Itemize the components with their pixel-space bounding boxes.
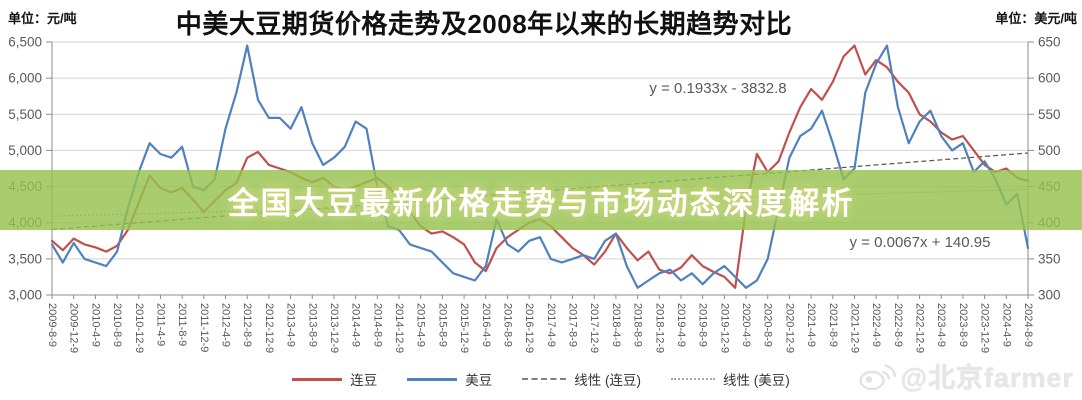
legend-line-sample-trend-meidou xyxy=(671,378,715,380)
x-axis-tick-label: 2012-8-9 xyxy=(241,303,253,347)
y-axis-tick-label-right: 500 xyxy=(1038,143,1061,158)
headline-banner-text: 全国大豆最新价格走势与市场动态深度解析 xyxy=(227,185,855,221)
watermark-text: @北京farmer xyxy=(900,363,1074,393)
x-axis-tick-label: 2017-4-9 xyxy=(545,303,557,347)
x-axis-tick-label: 2016-4-9 xyxy=(480,303,492,347)
x-axis-tick-label: 2017-12-9 xyxy=(588,303,600,353)
legend-item-trend-liandou: 线性 (连豆) xyxy=(522,369,641,389)
legend-line-sample-trend-liandou xyxy=(522,378,567,380)
x-axis-tick-label: 2021-4-9 xyxy=(805,303,817,347)
x-axis-tick-label: 2010-12-9 xyxy=(133,303,145,353)
x-axis-tick-label: 2011-12-9 xyxy=(198,303,210,352)
series-line-meidou xyxy=(50,44,1030,289)
x-axis-tick-label: 2018-4-9 xyxy=(610,303,622,347)
y-axis-tick-label-right: 550 xyxy=(1038,107,1061,122)
x-axis-tick-label: 2015-8-9 xyxy=(436,303,448,347)
y-axis-tick-label-left: 6,000 xyxy=(8,71,42,86)
x-axis-tick-label: 2022-8-9 xyxy=(892,303,904,347)
x-axis-tick-label: 2022-4-9 xyxy=(870,303,882,347)
weibo-icon xyxy=(858,363,896,390)
x-axis-tick-label: 2013-4-9 xyxy=(285,303,297,347)
x-axis-tick-label: 2013-8-9 xyxy=(306,303,318,347)
y-axis-tick-label-left: 3,000 xyxy=(8,288,42,303)
legend-item-trend-meidou: 线性 (美豆) xyxy=(671,369,790,389)
x-axis-tick-label: 2017-8-9 xyxy=(567,303,579,347)
x-axis-tick-label: 2023-4-9 xyxy=(935,303,947,347)
x-axis-tick-label: 2009-8-9 xyxy=(46,303,58,347)
x-axis-tick-label: 2023-8-9 xyxy=(957,303,969,347)
y-axis-tick-label-left: 5,500 xyxy=(8,107,42,122)
x-axis-tick-label: 2019-4-9 xyxy=(675,303,687,347)
x-axis-tick-label: 2020-8-9 xyxy=(762,303,774,347)
x-axis-tick-label: 2020-12-9 xyxy=(783,303,795,353)
x-axis-tick-label: 2015-4-9 xyxy=(415,303,427,347)
y-axis-tick-label-right: 350 xyxy=(1038,251,1061,266)
x-axis-tick-label: 2010-8-9 xyxy=(111,303,123,347)
x-axis-tick-label: 2011-4-9 xyxy=(154,303,166,346)
x-axis-tick-label: 2023-12-9 xyxy=(979,303,991,353)
x-axis-tick-label: 2011-8-9 xyxy=(176,303,188,346)
chart-legend: 连豆 美豆 线性 (连豆) 线性 (美豆) xyxy=(0,369,1082,389)
x-axis-tick-label: 2013-12-9 xyxy=(328,303,340,353)
y-axis-tick-label-right: 300 xyxy=(1038,288,1061,303)
x-axis-tick-label: 2021-12-9 xyxy=(848,303,860,353)
y-axis-tick-label-right: 650 xyxy=(1038,35,1061,50)
x-axis-tick-label: 2012-4-9 xyxy=(220,303,232,347)
x-axis-tick-label: 2021-8-9 xyxy=(827,303,839,347)
x-axis-tick-label: 2014-4-9 xyxy=(350,303,362,347)
legend-label: 连豆 xyxy=(350,373,378,388)
x-axis-tick-label: 2018-8-9 xyxy=(632,303,644,347)
y-axis-tick-label-left: 5,000 xyxy=(8,143,42,158)
legend-label: 线性 (美豆) xyxy=(723,373,790,388)
watermark: @北京farmer xyxy=(858,356,1074,395)
series-line-liandou xyxy=(50,44,1030,289)
legend-item-liandou: 连豆 xyxy=(292,369,377,389)
x-axis-tick-label: 2014-12-9 xyxy=(393,303,405,353)
x-axis-tick-label: 2020-4-9 xyxy=(740,303,752,347)
right-axis-unit-label: 单位：美元/吨 xyxy=(995,11,1077,26)
x-axis-tick-label: 2012-12-9 xyxy=(263,303,275,353)
trendline-equation-liandou: y = 0.1933x - 3832.8 xyxy=(649,80,787,97)
legend-label: 美豆 xyxy=(465,373,493,388)
x-axis-tick-label: 2024-8-9 xyxy=(1022,303,1034,347)
legend-line-sample-liandou xyxy=(292,377,343,381)
x-axis-tick-label: 2018-12-9 xyxy=(653,303,665,353)
legend-item-meidou: 美豆 xyxy=(407,369,492,389)
x-axis-tick-label: 2019-8-9 xyxy=(697,303,709,347)
x-axis-tick-label: 2014-8-9 xyxy=(371,303,383,347)
y-axis-tick-label-left: 6,500 xyxy=(8,35,42,50)
chart-title: 中美大豆期货价格走势及2008年以来的长期趋势对比 xyxy=(175,9,793,39)
y-axis-tick-label-right: 600 xyxy=(1038,71,1061,86)
left-axis-unit-label: 单位：元/吨 xyxy=(8,11,77,26)
x-axis-tick-label: 2016-8-9 xyxy=(501,303,513,347)
x-axis-tick-label: 2024-4-9 xyxy=(1000,303,1012,347)
x-axis-tick-label: 2015-12-9 xyxy=(458,303,470,353)
x-axis-tick-label: 2022-12-9 xyxy=(914,303,926,353)
x-axis-tick-label: 2019-12-9 xyxy=(718,303,730,353)
trendline-equation-meidou: y = 0.0067x + 140.95 xyxy=(849,234,991,251)
y-axis-tick-label-left: 3,500 xyxy=(8,251,42,266)
x-axis-tick-label: 2010-4-9 xyxy=(89,303,101,347)
legend-label: 线性 (连豆) xyxy=(574,373,641,388)
x-axis-tick-label: 2009-12-9 xyxy=(68,303,80,353)
legend-line-sample-meidou xyxy=(407,377,458,381)
headline-banner: 全国大豆最新价格走势与市场动态深度解析 xyxy=(0,170,1082,230)
x-axis-tick-label: 2016-12-9 xyxy=(523,303,535,353)
